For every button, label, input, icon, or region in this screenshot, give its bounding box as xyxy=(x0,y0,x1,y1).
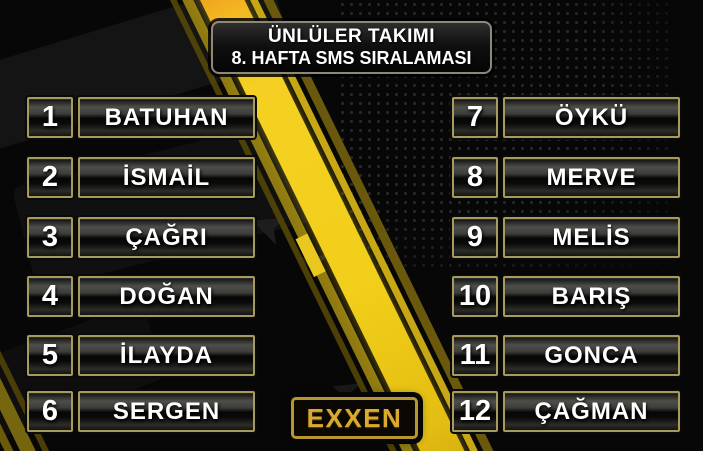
ranking-row: 11 GONCA xyxy=(452,335,680,376)
ranking-row: 7 ÖYKÜ xyxy=(452,97,680,138)
contestant-name: MERVE xyxy=(503,157,680,198)
rank-number: 9 xyxy=(452,217,498,258)
rank-number: 2 xyxy=(27,157,73,198)
ranking-row: 1 BATUHAN xyxy=(27,97,255,138)
ranking-row: 8 MERVE xyxy=(452,157,680,198)
exxen-logo-text: EXXEN xyxy=(306,402,403,433)
team-title: ÜNLÜLER TAKIMI xyxy=(267,26,436,47)
contestant-name: DOĞAN xyxy=(78,276,255,317)
contestant-name: İSMAİL xyxy=(78,157,255,198)
rank-number: 12 xyxy=(452,391,498,432)
contestant-name: ÇAĞRI xyxy=(78,217,255,258)
rank-number: 3 xyxy=(27,217,73,258)
rank-number: 7 xyxy=(452,97,498,138)
ranking-row: 4 DOĞAN xyxy=(27,276,255,317)
contestant-name: BATUHAN xyxy=(78,97,255,138)
contestant-name: BARIŞ xyxy=(503,276,680,317)
rank-number: 4 xyxy=(27,276,73,317)
rank-number: 6 xyxy=(27,391,73,432)
contestant-name: GONCA xyxy=(503,335,680,376)
header-title-box: ÜNLÜLER TAKIMI 8. HAFTA SMS SIRALAMASI xyxy=(211,21,492,74)
contestant-name: İLAYDA xyxy=(78,335,255,376)
rank-number: 8 xyxy=(452,157,498,198)
contestant-name: SERGEN xyxy=(78,391,255,432)
week-sms-ranking-subtitle: 8. HAFTA SMS SIRALAMASI xyxy=(231,48,472,68)
rank-number: 5 xyxy=(27,335,73,376)
ranking-row: 9 MELİS xyxy=(452,217,680,258)
exxen-logo: EXXEN xyxy=(291,397,418,439)
rank-number: 11 xyxy=(452,335,498,376)
contestant-name: ÇAĞMAN xyxy=(503,391,680,432)
ranking-row: 10 BARIŞ xyxy=(452,276,680,317)
contestant-name: ÖYKÜ xyxy=(503,97,680,138)
contestant-name: MELİS xyxy=(503,217,680,258)
ranking-row: 2 İSMAİL xyxy=(27,157,255,198)
ranking-row: 3 ÇAĞRI xyxy=(27,217,255,258)
ranking-row: 5 İLAYDA xyxy=(27,335,255,376)
ranking-row: 6 SERGEN xyxy=(27,391,255,432)
ranking-row: 12 ÇAĞMAN xyxy=(452,391,680,432)
rank-number: 1 xyxy=(27,97,73,138)
rank-number: 10 xyxy=(452,276,498,317)
